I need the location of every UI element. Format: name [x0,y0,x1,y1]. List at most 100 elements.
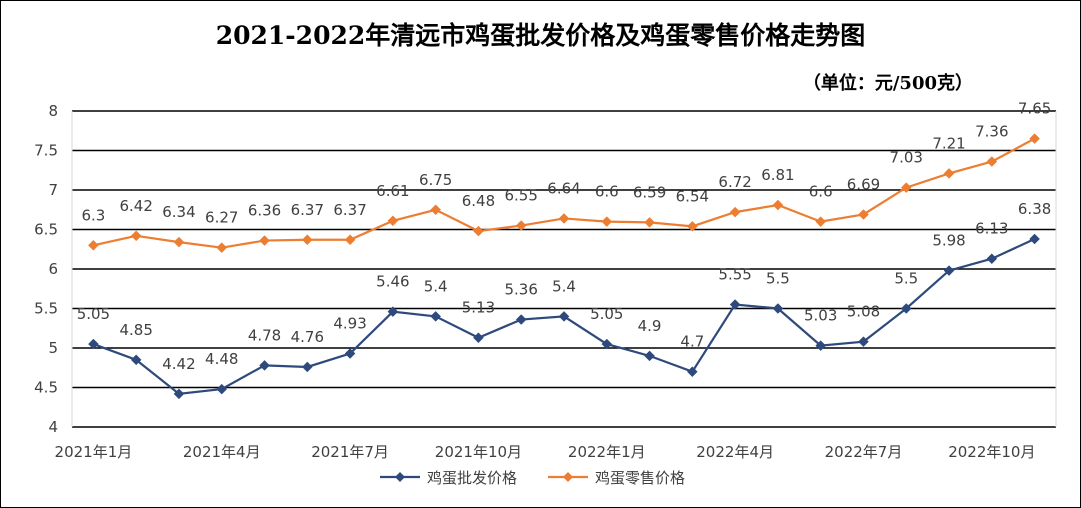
data-label: 7.36 [975,123,1008,141]
x-tick-label: 2021年10月 [435,443,522,461]
data-label: 5.08 [847,303,880,321]
data-point [130,230,142,242]
data-label: 6.37 [333,201,366,219]
data-point [1029,133,1040,145]
data-point [430,204,442,216]
data-label: 7.03 [890,149,923,167]
y-tick-label: 6.5 [34,221,58,239]
data-point [644,217,655,228]
data-point [387,215,399,227]
data-point [558,311,570,322]
data-label: 4.42 [162,355,195,373]
x-tick-label: 2021年7月 [311,443,389,461]
data-point [686,366,698,378]
data-label: 6.37 [291,201,324,219]
data-point [259,235,270,246]
data-point [644,350,655,362]
x-tick-label: 2022年1月 [568,443,646,461]
data-label: 6.59 [633,183,666,201]
data-point [686,220,698,232]
x-tick-label: 2022年4月 [696,443,774,461]
data-point [986,253,998,265]
data-point [430,311,442,322]
data-point [772,199,784,211]
data-label: 6.75 [419,171,452,189]
data-point [387,306,399,318]
data-label: 6.36 [248,202,281,220]
data-label: 6.81 [761,166,794,184]
data-label: 6.6 [595,183,619,201]
data-point [900,303,912,314]
x-tick-label: 2021年1月 [55,443,133,461]
data-label: 5.46 [376,273,409,291]
data-point [515,314,527,325]
data-point [943,265,955,276]
data-label: 4.78 [248,326,281,344]
y-tick-label: 4 [48,418,58,436]
data-label: 6.13 [975,220,1008,238]
data-point [943,168,955,179]
data-label: 4.48 [205,350,238,368]
legend-label: 鸡蛋批发价格 [427,469,517,487]
data-point [88,338,99,350]
chart-title: 2021-2022年清远市鸡蛋批发价格及鸡蛋零售价格走势图 [215,21,866,50]
data-label: 4.85 [119,321,152,339]
data-point [1029,233,1040,245]
data-point [601,216,613,227]
unit-label: （单位：元/500克） [802,73,973,94]
legend-marker [563,472,573,482]
data-point [558,213,570,224]
data-label: 5.4 [424,277,448,295]
x-tick-label: 2022年10月 [948,443,1035,461]
data-point [858,336,869,348]
data-point [900,182,912,193]
data-label: 6.64 [547,179,580,197]
data-label: 7.21 [932,134,965,152]
data-label: 6.72 [718,173,751,191]
y-tick-label: 5.5 [34,300,58,318]
data-label: 6.48 [462,192,495,210]
data-label: 6.6 [809,183,833,201]
data-point [858,209,869,220]
data-point [601,338,613,350]
x-tick-label: 2021年4月 [183,443,261,461]
data-label: 6.55 [505,187,538,205]
data-label: 5.98 [932,232,965,250]
data-label: 6.38 [1018,200,1051,218]
y-tick-label: 4.5 [34,379,58,397]
data-label: 6.27 [205,209,238,227]
data-point [473,225,484,237]
data-label: 5.03 [804,307,837,325]
data-label: 5.5 [766,270,790,288]
data-label: 4.7 [680,333,704,351]
data-label: 6.42 [119,197,152,215]
data-label: 6.34 [162,203,195,221]
data-label: 5.4 [552,277,576,295]
legend-label: 鸡蛋零售价格 [595,469,685,487]
data-point [173,388,185,400]
y-tick-label: 7.5 [34,142,58,160]
data-point [729,299,741,310]
data-label: 5.36 [505,281,538,299]
y-tick-label: 7 [48,181,58,199]
data-point [301,234,313,246]
data-point [259,360,270,371]
legend-marker [395,472,405,482]
data-label: 6.61 [376,182,409,200]
data-point [344,234,356,246]
data-label: 6.54 [676,187,709,205]
data-point [473,332,484,344]
data-label: 5.05 [77,305,110,323]
data-label: 7.65 [1018,100,1051,118]
data-label: 5.55 [718,266,751,284]
data-point [216,242,228,254]
y-tick-label: 8 [48,102,58,120]
data-label: 5.13 [462,299,495,317]
data-point [216,383,228,395]
data-point [772,303,784,314]
data-point [173,236,185,248]
data-point [986,156,998,167]
data-point [729,206,741,218]
data-point [301,361,313,373]
